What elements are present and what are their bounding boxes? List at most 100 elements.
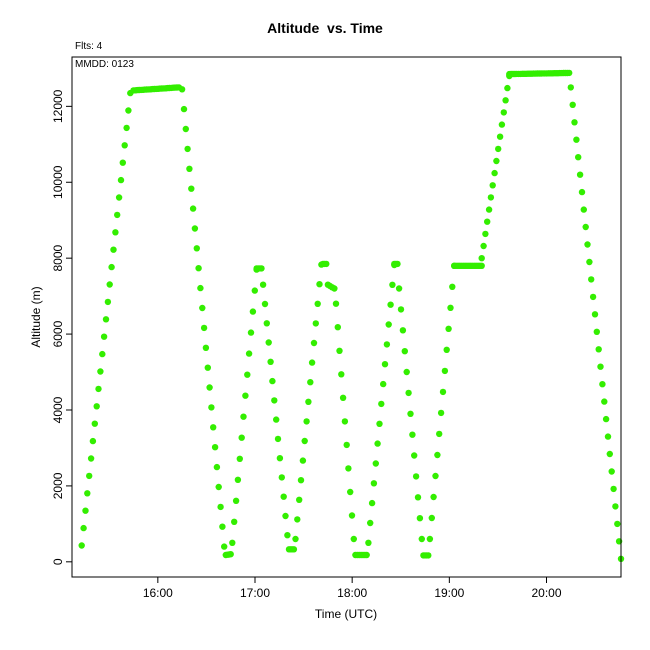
data-point bbox=[575, 154, 582, 161]
data-point bbox=[87, 455, 95, 462]
data-point bbox=[580, 206, 587, 213]
data-point bbox=[195, 265, 202, 272]
data-point bbox=[294, 516, 301, 523]
data-point bbox=[95, 385, 102, 393]
data-point bbox=[610, 485, 617, 493]
data-point bbox=[397, 306, 405, 313]
data-point bbox=[504, 84, 511, 92]
data-point bbox=[395, 285, 403, 292]
data-point bbox=[206, 384, 213, 391]
data-point bbox=[430, 493, 437, 501]
data-point bbox=[125, 107, 132, 114]
data-point bbox=[374, 440, 381, 447]
data-point bbox=[117, 176, 125, 184]
data-point bbox=[240, 413, 247, 420]
data-point bbox=[381, 361, 389, 368]
data-point bbox=[394, 260, 401, 268]
data-point bbox=[348, 512, 356, 519]
date-annotation: MMDD: 0123 bbox=[75, 59, 134, 70]
data-point bbox=[263, 320, 270, 327]
data-point bbox=[245, 350, 253, 357]
data-point bbox=[586, 258, 593, 266]
data-point bbox=[296, 496, 303, 503]
data-point bbox=[303, 418, 310, 425]
data-point bbox=[227, 551, 234, 558]
data-point bbox=[578, 188, 586, 196]
data-point bbox=[418, 535, 425, 543]
data-point bbox=[104, 298, 112, 306]
data-point bbox=[102, 316, 110, 323]
data-point bbox=[78, 542, 85, 549]
data-point bbox=[182, 125, 189, 133]
data-point bbox=[282, 512, 289, 520]
data-point bbox=[405, 389, 412, 397]
data-point bbox=[588, 276, 595, 283]
data-point bbox=[208, 404, 215, 411]
data-point bbox=[599, 381, 606, 388]
data-point bbox=[445, 325, 452, 332]
data-point bbox=[314, 300, 321, 307]
data-point bbox=[496, 133, 504, 140]
data-point bbox=[478, 262, 485, 269]
data-point bbox=[231, 518, 238, 525]
data-point bbox=[332, 300, 340, 307]
data-point bbox=[299, 457, 307, 464]
data-point bbox=[334, 324, 341, 331]
y-axis-title: Altitude (m) bbox=[29, 286, 43, 347]
data-point bbox=[407, 410, 414, 417]
data-point bbox=[447, 304, 454, 311]
y-tick-label: 4000 bbox=[51, 396, 65, 423]
data-point bbox=[119, 159, 127, 166]
data-point bbox=[449, 283, 456, 290]
data-point bbox=[80, 524, 87, 532]
data-point bbox=[234, 476, 242, 483]
data-point bbox=[188, 185, 195, 192]
data-point bbox=[106, 281, 113, 288]
data-point bbox=[244, 371, 251, 378]
y-axis: 0 2000 4000 6000 8000 10000 12000 bbox=[51, 89, 72, 565]
data-point bbox=[100, 333, 108, 340]
data-point bbox=[569, 101, 576, 109]
data-point bbox=[323, 260, 330, 268]
data-point bbox=[584, 241, 591, 248]
data-point bbox=[331, 285, 338, 292]
data-point bbox=[310, 339, 318, 347]
data-point bbox=[480, 242, 487, 250]
data-point bbox=[210, 424, 217, 431]
plot-frame bbox=[71, 56, 622, 578]
data-point bbox=[437, 409, 445, 417]
data-point bbox=[411, 452, 418, 459]
data-point bbox=[573, 136, 580, 143]
data-point bbox=[110, 246, 117, 253]
data-point bbox=[261, 300, 269, 308]
data-point bbox=[236, 455, 243, 462]
data-point bbox=[495, 145, 502, 153]
data-point bbox=[115, 194, 123, 201]
data-point bbox=[91, 420, 99, 427]
data-point bbox=[416, 515, 424, 522]
data-point bbox=[290, 546, 298, 553]
data-point bbox=[376, 420, 383, 427]
data-point bbox=[389, 281, 396, 288]
data-point bbox=[399, 327, 407, 334]
data-point bbox=[197, 284, 204, 292]
data-point bbox=[258, 265, 265, 272]
data-point bbox=[242, 392, 249, 399]
data-point bbox=[112, 229, 119, 236]
data-point bbox=[370, 480, 378, 487]
data-point bbox=[597, 363, 604, 370]
data-point bbox=[108, 263, 115, 271]
data-point bbox=[439, 388, 447, 396]
data-point bbox=[606, 450, 613, 458]
data-point bbox=[589, 293, 597, 301]
data-point bbox=[498, 121, 506, 128]
data-point bbox=[387, 301, 394, 308]
data-point bbox=[232, 497, 240, 504]
data-point bbox=[305, 398, 312, 405]
data-point bbox=[186, 165, 193, 172]
data-point bbox=[184, 145, 191, 153]
data-point bbox=[372, 460, 379, 467]
data-point bbox=[274, 435, 282, 443]
data-points bbox=[78, 69, 625, 562]
data-point bbox=[363, 551, 370, 559]
